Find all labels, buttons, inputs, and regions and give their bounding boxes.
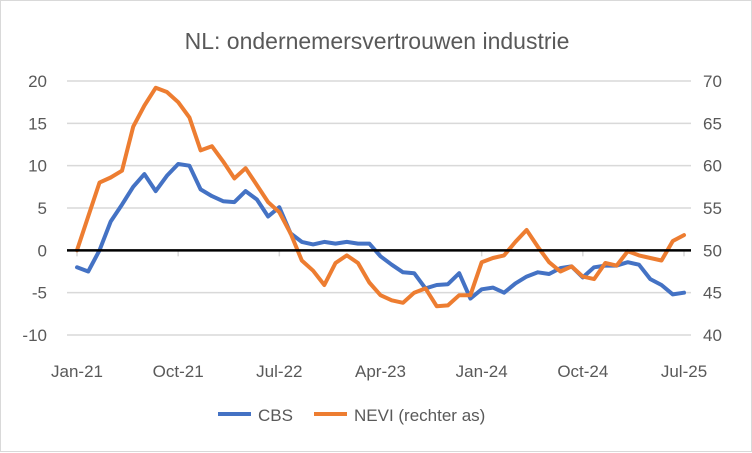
y-tick-label-right: 60 bbox=[703, 157, 722, 176]
x-tick-label: Oct-21 bbox=[153, 362, 204, 381]
y-tick-label-left: 5 bbox=[38, 199, 47, 218]
y-tick-label-left: 20 bbox=[28, 72, 47, 91]
y-tick-label-left: 0 bbox=[38, 241, 47, 260]
legend-label-nevi: NEVI (rechter as) bbox=[354, 406, 485, 425]
y-tick-label-right: 55 bbox=[703, 199, 722, 218]
x-tick-label: Jan-21 bbox=[51, 362, 103, 381]
y-tick-label-left: -5 bbox=[32, 284, 47, 303]
y-tick-label-left: -10 bbox=[22, 326, 47, 345]
y-tick-label-right: 45 bbox=[703, 284, 722, 303]
y-tick-label-right: 65 bbox=[703, 114, 722, 133]
x-tick-label: Jul-25 bbox=[661, 362, 707, 381]
y-tick-label-right: 50 bbox=[703, 241, 722, 260]
chart-title: NL: ondernemersvertrouwen industrie bbox=[185, 28, 570, 54]
x-tick-label: Jan-24 bbox=[456, 362, 508, 381]
y-tick-label-left: 10 bbox=[28, 157, 47, 176]
y-tick-label-right: 70 bbox=[703, 72, 722, 91]
x-tick-label: Apr-23 bbox=[355, 362, 406, 381]
x-tick-label: Jul-22 bbox=[256, 362, 302, 381]
legend: CBS NEVI (rechter as) bbox=[218, 406, 485, 425]
legend-label-cbs: CBS bbox=[258, 406, 293, 425]
y-tick-label-left: 15 bbox=[28, 114, 47, 133]
series-line-nevi bbox=[75, 85, 686, 309]
x-tick-label: Oct-24 bbox=[557, 362, 608, 381]
y-tick-label-right: 40 bbox=[703, 326, 722, 345]
